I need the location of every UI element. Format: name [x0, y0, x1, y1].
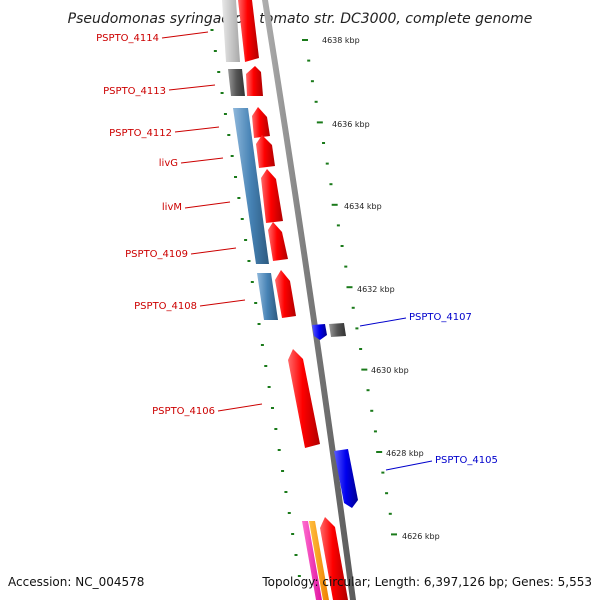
- genome-backbone: [262, 0, 356, 600]
- tick-labels: 4638 kbp 4636 kbp 4634 kbp 4632 kbp 4630…: [322, 36, 440, 541]
- accession-text: Accession: NC_004578: [8, 575, 144, 589]
- tick-dots: [302, 39, 397, 536]
- gene-arrow-PSPTO_4105[interactable]: [334, 449, 358, 508]
- gene-arrow-PSPTO_4109[interactable]: [268, 222, 288, 261]
- tick-label: 4628 kbp: [386, 449, 424, 458]
- gene-label[interactable]: PSPTO_4108: [134, 301, 197, 312]
- gene-label[interactable]: livM: [162, 202, 182, 213]
- gene-label[interactable]: PSPTO_4109: [125, 249, 188, 260]
- inner-dots: [210, 29, 301, 577]
- gene-bar-pink: [302, 521, 322, 600]
- tick-label: 4632 kbp: [357, 285, 395, 294]
- gene-bar-orange: [309, 521, 329, 600]
- tick-label: 4638 kbp: [322, 36, 360, 45]
- feature-bar-liv-cog: [233, 108, 269, 264]
- gene-label[interactable]: PSPTO_4114: [96, 33, 159, 44]
- gene-arrow-PSPTO_4108[interactable]: [275, 270, 296, 318]
- tick-label: 4636 kbp: [332, 120, 370, 129]
- gene-label[interactable]: PSPTO_4112: [109, 128, 172, 139]
- gene-arrow-livG[interactable]: [256, 135, 275, 168]
- map-title: Pseudomonas syringae pv. tomato str. DC3…: [68, 11, 533, 27]
- gene-arrow-PSPTO_4112[interactable]: [252, 107, 270, 138]
- gene-arrow-PSPTO_4106[interactable]: [288, 349, 320, 448]
- gene-arrow-PSPTO_4107-part1[interactable]: [312, 324, 327, 340]
- gene-label[interactable]: PSPTO_4106: [152, 406, 215, 417]
- gene-label[interactable]: PSPTO_4113: [103, 86, 166, 97]
- gene-arrow-PSPTO_4107-part2[interactable]: [329, 323, 346, 337]
- genome-summary-text: Topology: circular; Length: 6,397,126 bp…: [261, 575, 592, 589]
- feature-bar-4114-cog: [222, 0, 240, 62]
- feature-bar-4108-cog: [257, 273, 278, 320]
- gene-label[interactable]: PSPTO_4107: [409, 312, 472, 323]
- gene-labels: PSPTO_4114 PSPTO_4113 PSPTO_4112 livG li…: [96, 31, 498, 471]
- tick-label: 4630 kbp: [371, 366, 409, 375]
- feature-bar-4113-cog: [228, 69, 245, 96]
- tick-label: 4626 kbp: [402, 532, 440, 541]
- gene-arrow-livM[interactable]: [261, 169, 283, 223]
- gene-label[interactable]: PSPTO_4105: [435, 455, 498, 466]
- tick-label: 4634 kbp: [344, 202, 382, 211]
- gene-arrow-bottom-red: [320, 517, 348, 600]
- gene-arrow-PSPTO_4113[interactable]: [246, 66, 263, 96]
- gene-arrow-PSPTO_4114[interactable]: [238, 0, 259, 62]
- gene-label[interactable]: livG: [159, 158, 178, 169]
